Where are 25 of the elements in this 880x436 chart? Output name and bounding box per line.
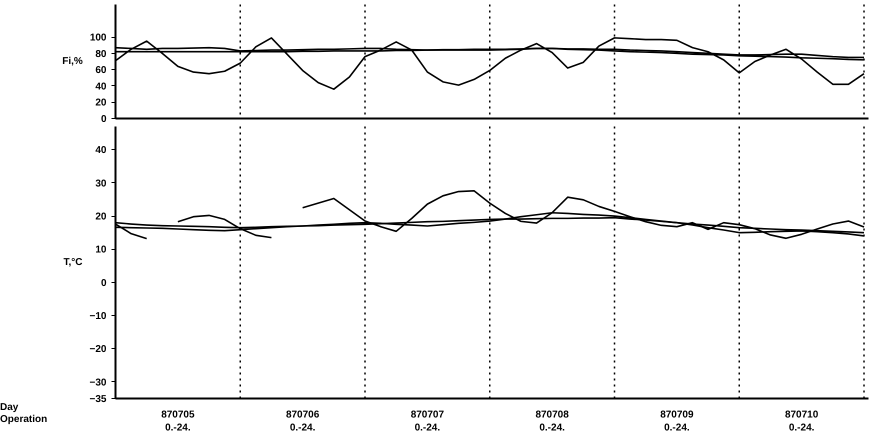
y-tick-label: 0 (100, 278, 107, 289)
y-tick-label: 80 (95, 48, 107, 60)
y-tick-label: 20 (95, 212, 107, 223)
x-tick-label: 870710 0.-24. (784, 410, 819, 434)
y-tick-label: −20 (90, 344, 107, 356)
y-tick-label: 40 (95, 145, 107, 156)
y-tick-label: 40 (95, 81, 107, 92)
y-tick-label: 100 (90, 32, 107, 44)
y-axis-title: T,°C (64, 257, 83, 268)
y-tick-label: 60 (95, 65, 107, 76)
y-tick-label: 20 (95, 98, 107, 109)
y-tick-label: 0 (100, 114, 107, 125)
y-tick-label: 10 (95, 244, 107, 256)
text: Operation (0, 414, 48, 425)
y-tick-label: −30 (90, 377, 107, 388)
y-tick-label: 30 (95, 178, 107, 190)
x-tick-label: 870706 0.-24. (286, 410, 320, 434)
y-axis-title: Fi,% (62, 56, 83, 67)
x-tick-label: 870705 0.-24. (161, 410, 195, 434)
y-tick-label: −35 (90, 394, 107, 405)
text: Day (0, 402, 18, 413)
x-tick-label: 870708 0.-24. (535, 410, 570, 434)
x-tick-label: 870707 0.-24. (410, 410, 444, 434)
x-tick-label: 870709 0.-24. (660, 410, 694, 434)
y-tick-label: −10 (90, 311, 107, 322)
